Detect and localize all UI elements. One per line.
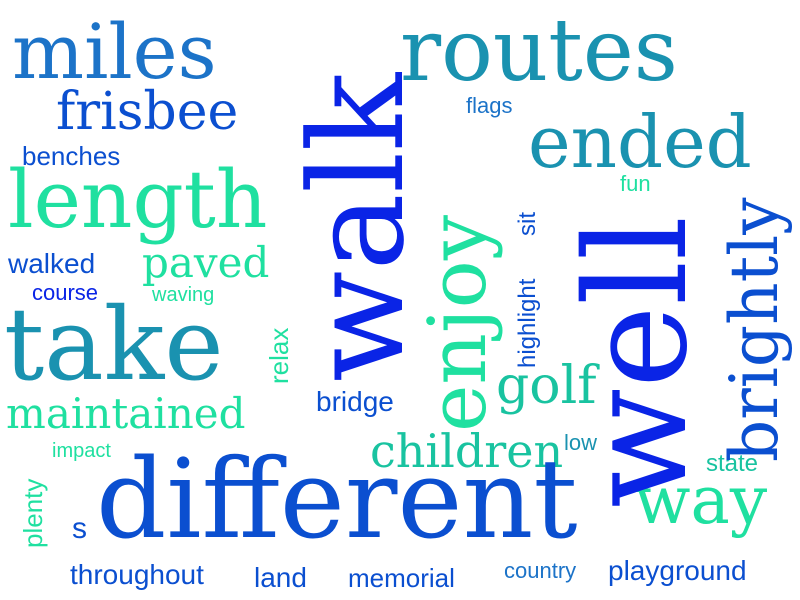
word-playground: playground bbox=[608, 555, 747, 586]
word-brightly: waving bbox=[152, 284, 215, 306]
word-way: way bbox=[634, 462, 768, 539]
word-paved: walked bbox=[8, 248, 96, 279]
word-frisbee: frisbee bbox=[56, 82, 239, 142]
word-course: paved bbox=[142, 238, 270, 287]
word-land: land bbox=[254, 562, 307, 593]
word-take: take bbox=[4, 286, 224, 403]
word-highlight: highlight bbox=[514, 278, 541, 368]
word-walk: walk bbox=[281, 72, 433, 382]
word-plenty: plenty bbox=[18, 478, 48, 548]
word-flags: flags bbox=[466, 93, 513, 118]
word-enjoy: enjoy bbox=[411, 214, 504, 432]
word-state: state bbox=[706, 450, 759, 477]
word-golf: golf bbox=[496, 356, 597, 416]
word-sit: sit bbox=[514, 212, 541, 236]
word-ended: ended bbox=[528, 100, 752, 184]
word-s: s bbox=[72, 512, 87, 545]
word-walked: brightly bbox=[716, 197, 793, 462]
word-relax: relax bbox=[264, 327, 294, 384]
word-benches: benches bbox=[22, 141, 121, 171]
word-waving: course bbox=[32, 280, 99, 305]
word-fun: fun bbox=[620, 171, 651, 196]
word-impact: impact bbox=[52, 440, 111, 462]
word-miles: miles bbox=[12, 7, 217, 96]
word-routes: routes bbox=[400, 1, 678, 101]
word-length: length bbox=[8, 153, 268, 246]
word-throughout: throughout bbox=[70, 559, 204, 590]
word-well: well bbox=[556, 215, 719, 508]
word-children: children bbox=[370, 424, 564, 478]
word-country: country bbox=[504, 558, 577, 583]
word-maintained: maintained bbox=[6, 389, 246, 438]
word-bridge: bridge bbox=[316, 386, 394, 417]
word-different: different bbox=[96, 435, 578, 563]
word-low: low bbox=[564, 430, 598, 455]
word-memorial: memorial bbox=[348, 563, 455, 593]
